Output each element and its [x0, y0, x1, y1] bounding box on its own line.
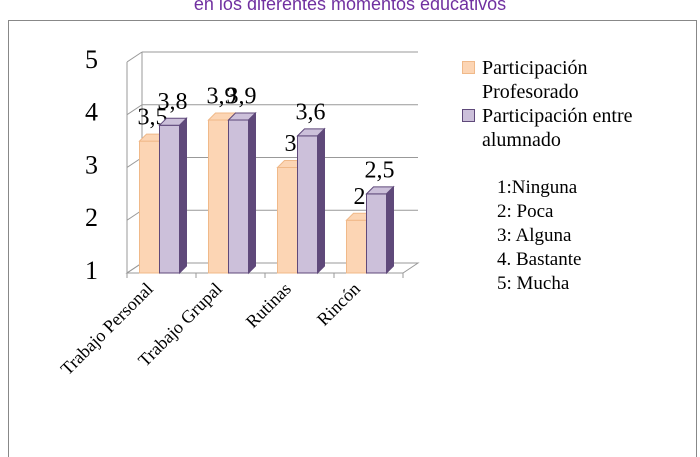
note: 3: Alguna	[497, 225, 572, 246]
bar-front	[277, 167, 298, 274]
y-tick-label: 5	[85, 45, 98, 74]
x-tick-label: Rutinas	[242, 279, 295, 332]
data-label: 3,6	[296, 99, 326, 125]
bar-front	[159, 124, 180, 274]
data-label: 3,9	[207, 84, 237, 110]
bar	[365, 185, 395, 275]
grid-line	[126, 104, 418, 116]
bar-front	[139, 140, 160, 274]
chart-title: en los diferentes momentos educativos	[194, 0, 506, 14]
bar-side	[248, 111, 256, 275]
grid-line	[126, 51, 418, 63]
legend-item: Participación entre alumnado	[462, 104, 672, 152]
y-tick-label: 2	[85, 203, 98, 232]
bar-front	[228, 119, 249, 274]
legend-swatch	[462, 109, 475, 122]
legend-label: Participación Profesorado	[482, 57, 588, 103]
bar-side	[317, 127, 325, 275]
bar-side	[386, 185, 394, 275]
legend-swatch	[462, 61, 475, 74]
bar-front	[366, 193, 387, 274]
note: 5: Mucha	[497, 273, 570, 294]
bar-side	[179, 117, 187, 275]
x-tick-label: Rincón	[313, 279, 364, 330]
chart-frame	[8, 20, 697, 457]
data-label: 3,8	[158, 89, 188, 115]
bar-front	[297, 135, 318, 274]
note: 1:Ninguna	[497, 177, 578, 198]
bar	[296, 127, 326, 275]
y-tick-label: 3	[85, 150, 98, 179]
legend-label: Participación entre alumnado	[482, 105, 633, 151]
data-label: 2,5	[365, 157, 395, 183]
data-label: 3,9	[227, 84, 257, 110]
note: 4. Bastante	[497, 249, 582, 270]
note: 2: Poca	[497, 201, 554, 222]
grid-line-side	[126, 51, 143, 63]
grid-line-side	[126, 104, 143, 116]
bar-front	[346, 219, 367, 274]
bar	[227, 111, 257, 275]
data-label: 2	[354, 184, 366, 210]
legend-item: Participación Profesorado	[462, 56, 672, 104]
y-tick-label: 4	[85, 98, 98, 127]
data-label: 3	[285, 131, 297, 157]
bar	[158, 117, 188, 275]
y-tick-label: 1	[85, 256, 98, 285]
bar-front	[208, 119, 229, 274]
